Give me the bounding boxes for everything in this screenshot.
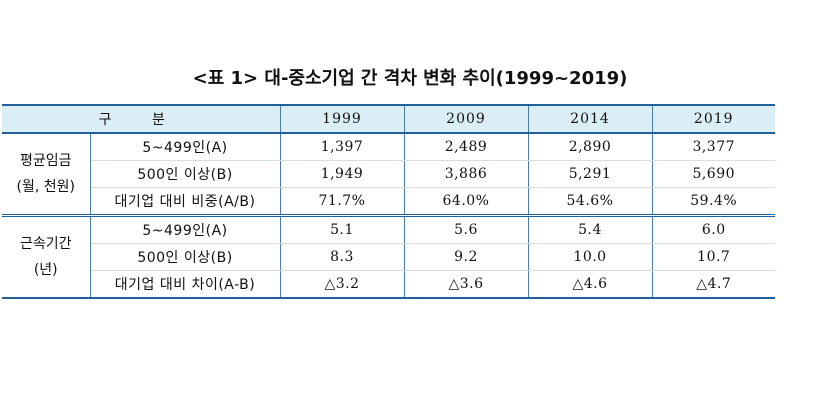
table-cell: △4.6 <box>527 270 653 299</box>
table-cell: 59.4% <box>651 187 775 217</box>
header-row: 구 분 1999 2009 2014 2019 <box>2 104 775 134</box>
table-cell: 5.6 <box>403 215 529 244</box>
header-year: 1999 <box>279 104 405 134</box>
group-unit: (월, 천원) <box>16 179 75 195</box>
table-row: 평균임금 (월, 천원) 5~499인(A) 1,397 2,489 2,890… <box>2 133 775 217</box>
table-cell: 10.0 <box>527 243 653 271</box>
header-year: 2014 <box>527 104 653 134</box>
group-name: 근속기간 <box>19 236 72 252</box>
table-cell: △4.7 <box>651 270 775 299</box>
table-cell: 10.7 <box>651 243 775 271</box>
row-label: 500인 이상(B) <box>90 160 281 188</box>
table-row: 500인 이상(B) 1,949 3,886 5,291 5,690 <box>2 160 775 188</box>
table-row: 500인 이상(B) 8.3 9.2 10.0 10.7 <box>2 243 775 271</box>
table-cell: 9.2 <box>403 243 529 271</box>
row-label: 5~499인(A) <box>89 215 281 244</box>
table-row: 대기업 대비 차이(A-B) △3.2 △3.6 △4.6 △4.7 <box>2 270 775 299</box>
table-cell: 2,489 <box>403 133 529 161</box>
table-cell: 3,886 <box>403 160 529 188</box>
table-cell: 8.3 <box>279 243 405 271</box>
header-label: 구 분 <box>2 104 281 134</box>
table-row: 대기업 대비 비중(A/B) 71.7% 64.0% 54.6% 59.4% <box>2 187 775 217</box>
header-year: 2009 <box>403 104 529 134</box>
table-cell: 5,291 <box>527 160 653 188</box>
row-label: 대기업 대비 차이(A-B) <box>90 270 281 299</box>
gap-trend-table: 구 분 1999 2009 2014 2019 평균임금 (월, 천원) 5~4… <box>2 104 775 299</box>
group-label-tenure: 근속기간 (년) <box>2 215 91 299</box>
table-cell: 3,377 <box>651 133 775 161</box>
table-cell: 2,890 <box>527 133 653 161</box>
table-cell: △3.6 <box>403 270 529 299</box>
table-title: <표 1> 대-중소기업 간 격차 변화 추이(1999~2019) <box>192 68 628 89</box>
table-cell: 6.0 <box>651 215 775 244</box>
row-label: 5~499인(A) <box>89 133 281 161</box>
table-cell: 71.7% <box>279 187 405 217</box>
table-row: 근속기간 (년) 5~499인(A) 5.1 5.6 5.4 6.0 <box>2 215 775 299</box>
table-cell: 5.4 <box>527 215 653 244</box>
group-name: 평균임금 <box>19 153 72 169</box>
row-label: 대기업 대비 비중(A/B) <box>90 187 281 217</box>
header-year: 2019 <box>651 104 775 134</box>
table-cell: 5.1 <box>279 215 405 244</box>
table-cell: 1,949 <box>279 160 405 188</box>
table-cell: 5,690 <box>651 160 775 188</box>
table-cell: 1,397 <box>279 133 405 161</box>
table-cell: △3.2 <box>279 270 405 299</box>
table-cell: 54.6% <box>527 187 653 217</box>
group-unit: (년) <box>33 262 58 278</box>
group-label-wage: 평균임금 (월, 천원) <box>2 133 91 217</box>
row-label: 500인 이상(B) <box>90 243 281 271</box>
table-cell: 64.0% <box>403 187 529 217</box>
